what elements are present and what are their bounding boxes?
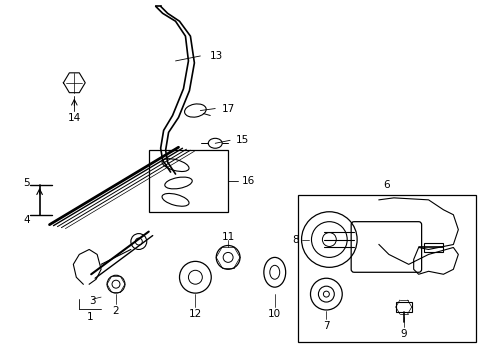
Text: 4: 4 (23, 215, 30, 225)
Polygon shape (73, 249, 101, 284)
Text: 2: 2 (112, 306, 119, 316)
Bar (148, 150, 228, 212)
Bar (423, 243, 443, 252)
Text: 17: 17 (222, 104, 235, 113)
Text: 12: 12 (188, 309, 202, 319)
Text: 3: 3 (89, 296, 96, 306)
Bar (297, 195, 475, 342)
Text: 11: 11 (221, 231, 234, 242)
Text: 15: 15 (236, 135, 249, 145)
Text: 9: 9 (400, 329, 406, 339)
Bar (395, 302, 411, 312)
Text: 14: 14 (67, 113, 81, 123)
Text: 16: 16 (242, 176, 255, 186)
Text: 8: 8 (291, 234, 298, 244)
Text: 10: 10 (267, 309, 281, 319)
Polygon shape (63, 73, 85, 93)
Text: 7: 7 (323, 321, 329, 331)
Text: 5: 5 (23, 178, 30, 188)
Text: 13: 13 (210, 51, 223, 61)
Text: 6: 6 (383, 180, 389, 190)
Text: 1: 1 (87, 312, 93, 322)
